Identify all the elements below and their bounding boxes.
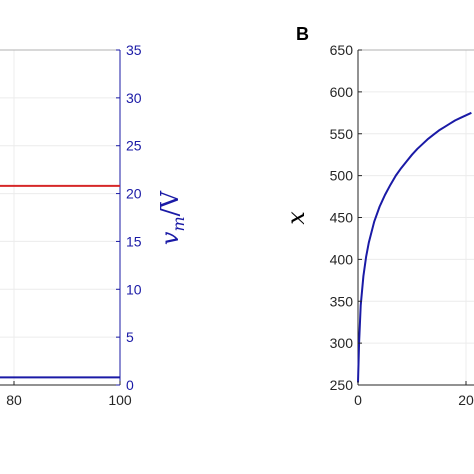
right-panel: B 250 300 350 400 450 500 550 600 650 0 20 x	[282, 24, 474, 408]
right-ytick-label: 500	[330, 168, 354, 184]
right-ylabel: x	[282, 211, 310, 225]
left-right-yticks: 0 5 10 15 20 25 30 35	[116, 42, 142, 393]
axis-unit: /V	[156, 190, 184, 216]
right-yticks: 250 300 350 400 450 500 550 600 650	[330, 42, 362, 393]
right-xticks: 0 20	[354, 381, 474, 408]
left-ytick-label: 15	[126, 233, 142, 249]
right-ytick-label: 600	[330, 84, 354, 100]
right-ytick-label: 450	[330, 210, 354, 226]
left-xtick-label: 100	[108, 392, 132, 408]
right-xtick-label: 20	[458, 392, 474, 408]
left-ytick-label: 30	[126, 90, 142, 106]
left-ytick-label: 0	[126, 377, 134, 393]
right-series-group	[357, 111, 472, 383]
left-xtick-label: 80	[6, 392, 22, 408]
left-grid	[0, 49, 120, 386]
left-right-axis-label: vm/V	[156, 190, 188, 245]
right-series-line-0	[357, 111, 472, 383]
right-ytick-label: 550	[330, 126, 354, 142]
right-ytick-label: 350	[330, 293, 354, 309]
axis-symbol: v	[156, 231, 184, 245]
right-ytick-label: 650	[330, 42, 354, 58]
left-panel: 80 100 0 5 10 15 20 25 30 35 vm/V	[0, 42, 188, 408]
right-ytick-label: 300	[330, 335, 354, 351]
left-series-group	[0, 184, 120, 379]
panel-label-b: B	[296, 24, 309, 44]
left-ytick-label: 25	[126, 138, 142, 154]
left-ytick-label: 10	[126, 281, 142, 297]
left-ytick-label: 20	[126, 186, 142, 202]
left-xticks: 80 100	[6, 381, 132, 408]
right-ytick-label: 400	[330, 251, 354, 267]
left-ytick-label: 35	[126, 42, 142, 58]
right-xtick-label: 0	[354, 392, 362, 408]
right-ytick-label: 250	[330, 377, 354, 393]
axis-subscript: m	[169, 216, 188, 231]
left-ytick-label: 5	[126, 329, 134, 345]
